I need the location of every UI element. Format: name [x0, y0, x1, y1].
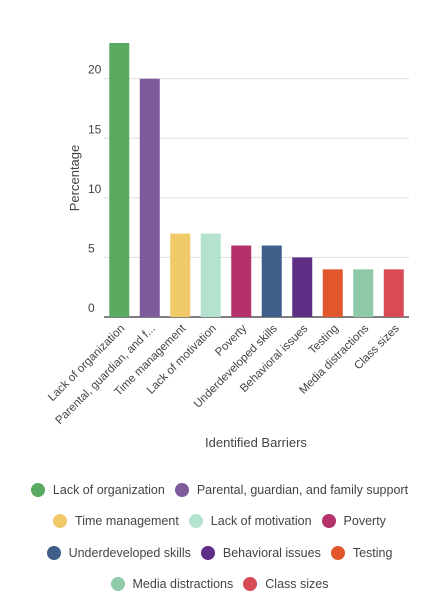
- legend-label: Time management: [75, 514, 179, 529]
- bar-1: [109, 43, 130, 317]
- bar-2: [139, 78, 160, 317]
- y-tick-label: 10: [88, 182, 102, 196]
- y-tick-label: 5: [88, 241, 95, 255]
- legend-row: Media distractions Class sizes: [0, 569, 439, 601]
- legend-item: Class sizes: [243, 577, 329, 592]
- legend-swatch: [46, 545, 61, 560]
- legend-item: Media distractions: [110, 577, 234, 592]
- bar-6: [261, 245, 282, 317]
- legend-item: Parental, guardian, and family support: [174, 482, 409, 497]
- legend-swatch: [188, 514, 203, 529]
- legend-label: Behavioral issues: [222, 545, 321, 560]
- legend-item: Underdeveloped skills: [46, 545, 191, 560]
- legend-label: Class sizes: [265, 577, 329, 592]
- legend-swatch: [110, 577, 125, 592]
- legend-swatch: [330, 545, 345, 560]
- legend-row: Time management Lack of motivation Poverty: [0, 506, 439, 538]
- legend-label: Underdeveloped skills: [68, 545, 191, 560]
- bar-10: [383, 269, 404, 317]
- legend-label: Lack of organization: [52, 482, 165, 497]
- legend-swatch: [200, 545, 215, 560]
- legend-label: Parental, guardian, and family support: [196, 482, 409, 497]
- legend-swatch: [30, 482, 45, 497]
- legend-swatch: [53, 514, 68, 529]
- legend-swatch: [321, 514, 336, 529]
- legend-item: Poverty: [321, 514, 386, 529]
- bar-8: [322, 269, 343, 317]
- legend-label: Testing: [352, 545, 393, 560]
- x-axis-title: Identified Barriers: [205, 435, 307, 450]
- bar-9: [353, 269, 374, 317]
- y-tick-label: 20: [88, 63, 102, 77]
- legend-label: Media distractions: [132, 577, 234, 592]
- y-axis-title: Percentage: [67, 145, 82, 212]
- bar-5: [231, 245, 252, 317]
- legend-item: Lack of motivation: [188, 514, 312, 529]
- legend-swatch: [174, 482, 189, 497]
- y-tick-label: 0: [88, 301, 95, 315]
- legend-item: Testing: [330, 545, 393, 560]
- bar-3: [170, 233, 191, 317]
- bars: [109, 43, 404, 317]
- legend-label: Poverty: [343, 514, 386, 529]
- bar-4: [200, 233, 221, 317]
- legend-item: Lack of organization: [30, 482, 165, 497]
- legend-item: Behavioral issues: [200, 545, 321, 560]
- bar-7: [292, 257, 313, 317]
- legend: Lack of organization Parental, guardian, …: [0, 474, 439, 600]
- legend-row: Underdeveloped skills Behavioral issues Te…: [0, 537, 439, 569]
- y-tick-label: 15: [88, 122, 102, 136]
- y-axis-ticks: 0 5 10 15 20: [88, 63, 102, 315]
- legend-swatch: [243, 577, 258, 592]
- legend-label: Lack of motivation: [210, 514, 312, 529]
- legend-row: Lack of organization Parental, guardian, …: [0, 474, 439, 506]
- legend-item: Time management: [53, 514, 179, 529]
